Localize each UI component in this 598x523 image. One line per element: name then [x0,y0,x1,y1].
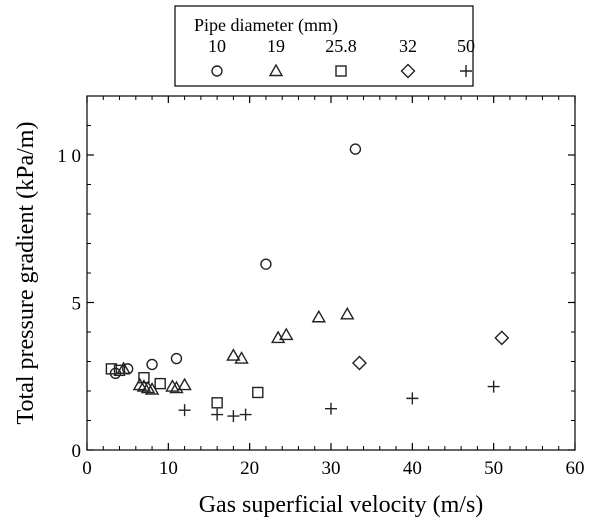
data-point-triangle [311,309,327,323]
plot-area [105,143,510,423]
plot-frame [86,95,576,451]
series-plus [178,380,500,423]
data-point-square [105,363,118,375]
y-tick-label: 0 [72,441,82,462]
series-square [105,363,264,409]
x-tick-label: 10 [159,458,178,479]
legend-marker-plus [460,65,472,77]
data-point-diamond [494,330,510,346]
series-triangle [116,306,355,395]
data-point-triangle [177,377,192,391]
y-tick-label: 5 [72,294,82,315]
data-point-triangle [226,348,241,361]
data-point-square [211,397,223,409]
data-point-plus [487,380,500,393]
data-point-triangle [279,327,294,341]
x-tick-label: 60 [566,458,585,479]
legend: Pipe diameter (mm)10 19 25.8 32 50 [174,5,475,87]
data-point-triangle [140,380,156,394]
data-point-plus [325,402,337,415]
data-point-triangle [136,379,152,392]
data-point-circle [170,352,183,365]
data-point-plus [239,408,252,421]
data-point-triangle [116,361,131,375]
data-point-triangle [234,351,249,364]
data-point-triangle [340,306,355,320]
data-point-square [252,386,264,399]
x-axis-label: Gas superficial velocity (m/s) [199,492,484,518]
data-point-square [138,372,150,384]
data-point-circle [260,258,272,270]
data-point-plus [178,404,191,417]
x-tick-label: 30 [322,458,341,479]
legend-marker-triangle [268,63,284,77]
legend-marker-square [335,65,347,77]
x-tick-label: 40 [403,458,422,479]
legend-marker-diamond [400,63,416,79]
y-axis-label: Total pressure gradient (kPa/m) [13,122,39,425]
legend-label-square: 25.8 [325,36,357,56]
legend-marker-circle [211,65,223,77]
legend-box [174,5,474,87]
y-tick-label: 1 0 [57,146,81,167]
data-point-plus [211,408,224,421]
legend-label-circle: 10 [208,36,226,56]
x-tick-label: 50 [484,458,503,479]
x-tick-label: 0 [82,458,92,479]
data-point-circle [146,358,158,371]
x-tick-label: 20 [240,458,259,479]
data-point-triangle [165,379,180,392]
data-point-diamond [351,355,367,371]
data-point-circle [349,143,362,155]
data-point-square [113,364,126,377]
data-point-square [154,377,166,390]
series-circle [109,143,362,379]
legend-title: Pipe diameter (mm) [194,15,338,36]
legend-label-triangle: 19 [267,36,285,56]
legend-label-plus: 50 [457,36,475,56]
data-point-plus [227,410,240,423]
data-point-plus [406,392,419,405]
legend-label-diamond: 32 [399,36,417,56]
series-diamond [351,330,510,371]
data-point-triangle [132,377,148,391]
